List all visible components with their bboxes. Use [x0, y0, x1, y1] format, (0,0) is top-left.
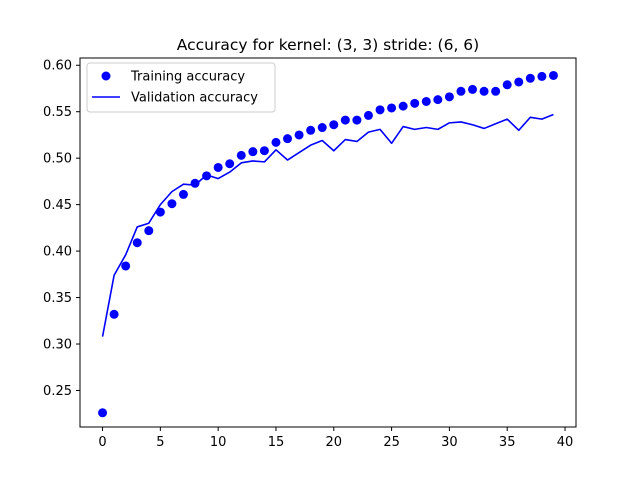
training-accuracy-point — [479, 86, 489, 96]
training-accuracy-point — [514, 77, 524, 87]
legend-marker-training-accuracy — [101, 71, 111, 81]
plot-frame — [79, 57, 577, 428]
training-accuracy-point — [433, 95, 443, 105]
x-tick-label: 30 — [441, 435, 458, 450]
y-tick-label: 0.50 — [43, 152, 72, 167]
x-tick-label: 5 — [156, 435, 164, 450]
training-accuracy-point — [468, 84, 478, 94]
training-accuracy-point — [525, 73, 535, 83]
training-accuracy-point — [398, 101, 408, 111]
training-accuracy-point — [132, 238, 142, 248]
training-accuracy-point — [259, 146, 269, 156]
y-tick-label: 0.60 — [43, 59, 72, 74]
x-tick-label: 10 — [210, 435, 227, 450]
training-accuracy-point — [109, 309, 119, 319]
y-tick-label: 0.55 — [43, 105, 72, 120]
training-accuracy-point — [317, 123, 327, 133]
training-accuracy-point — [213, 162, 223, 172]
training-accuracy-point — [363, 110, 373, 120]
axes-layer: 0 5 10 15 20 25 30 35 40 0.25 0.30 0.35 0.40 0.45 0.50… — [43, 57, 577, 450]
training-accuracy-point — [225, 159, 235, 169]
x-tick-label: 20 — [326, 435, 343, 450]
y-tick-label: 0.30 — [43, 338, 72, 353]
training-accuracy-point — [155, 207, 165, 217]
y-tick-label: 0.35 — [43, 291, 72, 306]
training-accuracy-point — [352, 115, 362, 125]
training-accuracy-point — [329, 120, 339, 130]
training-accuracy-point — [502, 80, 512, 90]
training-accuracy-point — [236, 150, 246, 160]
validation-accuracy-line — [101, 113, 554, 337]
x-tick-label: 40 — [557, 435, 574, 450]
legend-label-training-accuracy: Training accuracy — [130, 70, 245, 85]
chart-title: Accuracy for kernel: (3, 3) stride: (6, … — [177, 36, 479, 54]
training-accuracy-point — [340, 115, 350, 125]
training-accuracy-point — [456, 86, 466, 96]
training-accuracy-point — [248, 147, 258, 157]
training-accuracy-point — [178, 189, 188, 199]
training-accuracy-point — [375, 105, 385, 115]
legend-frame — [86, 62, 276, 113]
training-accuracy-point — [294, 130, 304, 140]
x-tick-label: 25 — [383, 435, 400, 450]
training-accuracy-point — [537, 71, 547, 81]
training-accuracy-point — [421, 96, 431, 106]
training-accuracy-point — [410, 98, 420, 108]
training-accuracy-point — [98, 408, 108, 418]
x-tick-label: 35 — [499, 435, 516, 450]
training-accuracy-point — [121, 261, 131, 271]
y-tick-label: 0.25 — [43, 384, 72, 399]
data-layer — [98, 70, 558, 418]
y-tick-label: 0.40 — [43, 245, 72, 260]
training-accuracy-point — [444, 92, 454, 102]
legend-label-validation-accuracy: Validation accuracy — [131, 91, 258, 106]
training-accuracy-point — [283, 134, 293, 144]
training-accuracy-point — [387, 103, 397, 113]
training-accuracy-point — [271, 137, 281, 147]
legend: Training accuracy Validation accuracy — [86, 62, 276, 113]
training-accuracy-point — [144, 226, 154, 236]
training-accuracy-point — [548, 70, 558, 80]
y-tick-label: 0.45 — [43, 198, 72, 213]
training-accuracy-point — [306, 125, 316, 135]
x-tick-label: 15 — [268, 435, 285, 450]
x-tick-label: 0 — [98, 435, 106, 450]
training-accuracy-point — [167, 199, 177, 209]
training-accuracy-point — [491, 86, 501, 96]
